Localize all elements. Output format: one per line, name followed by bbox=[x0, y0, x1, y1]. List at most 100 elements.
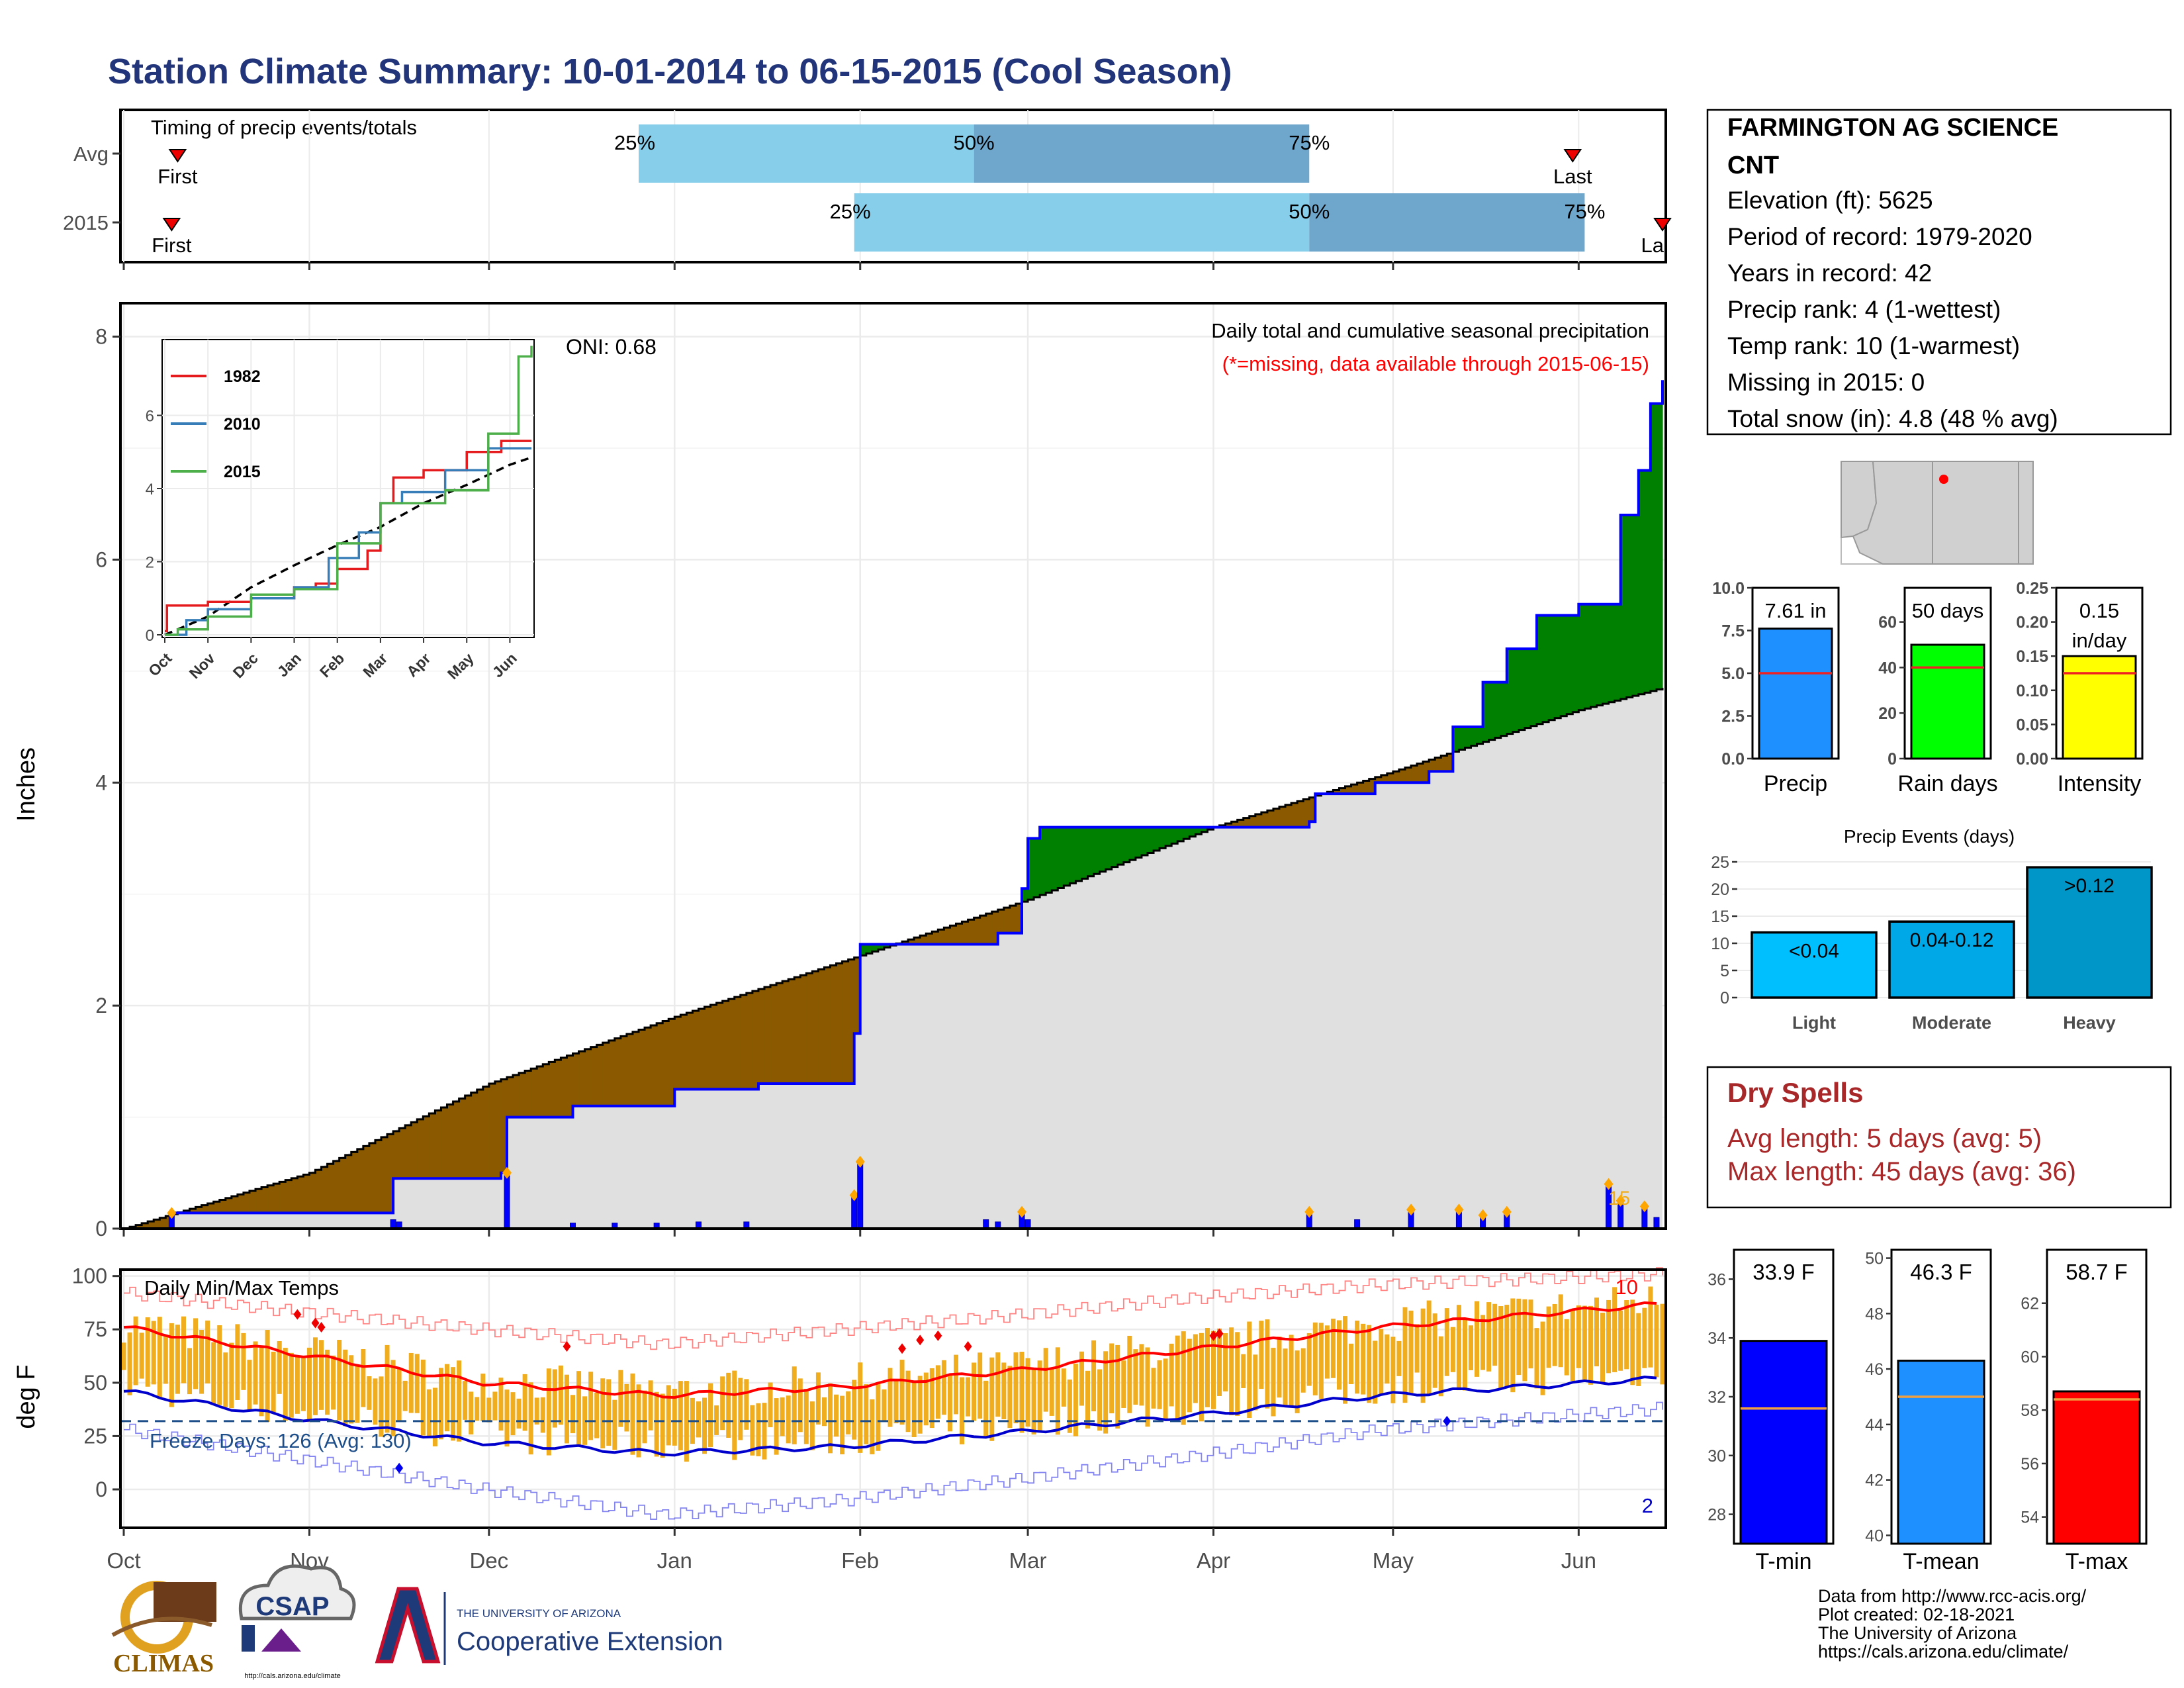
below-normal-fill bbox=[1441, 755, 1447, 772]
below-normal-fill bbox=[327, 1164, 334, 1213]
daily-temp-bar bbox=[786, 1395, 791, 1444]
daily-temp-bar bbox=[1031, 1368, 1036, 1435]
daily-temp-bar bbox=[355, 1366, 360, 1423]
below-normal-fill bbox=[1447, 753, 1453, 772]
below-normal-fill bbox=[1345, 786, 1352, 794]
daily-temp-bar bbox=[1402, 1307, 1408, 1403]
daily-temp-bar bbox=[911, 1382, 917, 1437]
precip-y-axis-label: Inches bbox=[13, 747, 40, 821]
inset-grid bbox=[162, 340, 534, 637]
above-normal-fill bbox=[1201, 827, 1208, 832]
daily-temp-bar bbox=[1318, 1323, 1324, 1399]
daily-temp-bar bbox=[905, 1370, 911, 1432]
daily-temp-bar bbox=[1067, 1380, 1072, 1433]
dry-spells-box: Dry Spells Avg length: 5 days (avg: 5) M… bbox=[1706, 1066, 2172, 1209]
precip-y-tick-label: 8 bbox=[95, 325, 107, 349]
above-normal-fill bbox=[1506, 649, 1514, 734]
below-normal-fill bbox=[255, 1189, 262, 1213]
below-normal-fill bbox=[776, 983, 783, 1084]
daily-temp-bar bbox=[756, 1403, 761, 1456]
daily-temp-bar bbox=[199, 1330, 205, 1394]
mini-chart-y-tick-label: 30 bbox=[1707, 1447, 1726, 1466]
below-normal-fill bbox=[1237, 820, 1244, 827]
above-normal-fill bbox=[1644, 470, 1651, 693]
last-event-marker-icon bbox=[1653, 218, 1672, 232]
inset-y-tick-label: 2 bbox=[146, 554, 154, 572]
below-normal-fill bbox=[608, 1040, 615, 1106]
daily-temp-bar bbox=[1235, 1332, 1240, 1416]
above-normal-fill bbox=[1530, 649, 1537, 726]
daily-temp-bar bbox=[1385, 1334, 1390, 1384]
above-normal-fill bbox=[1614, 604, 1621, 701]
daily-temp-bar bbox=[1109, 1343, 1115, 1414]
daily-temp-bar bbox=[1612, 1287, 1617, 1372]
below-normal-fill bbox=[411, 1122, 418, 1179]
daily-temp-bar bbox=[223, 1352, 228, 1407]
below-normal-fill bbox=[651, 1025, 657, 1106]
below-normal-fill bbox=[1285, 804, 1292, 827]
first-event-marker-icon bbox=[168, 149, 187, 163]
precip-y-tick-label: 4 bbox=[95, 771, 107, 794]
daily-temp-bar bbox=[1133, 1349, 1138, 1405]
daily-temp-bar bbox=[1486, 1302, 1492, 1372]
record-high-marker-icon bbox=[317, 1322, 326, 1333]
daily-temp-bar bbox=[809, 1401, 815, 1450]
below-normal-fill bbox=[309, 1172, 316, 1213]
mini-chart-value-label: 46.3 F bbox=[1910, 1260, 1972, 1284]
station-detail-line: Precip rank: 4 (1-wettest) bbox=[1727, 296, 2001, 323]
daily-temp-bar bbox=[935, 1365, 940, 1419]
mini-chart-y-tick-label: 0.25 bbox=[2016, 579, 2048, 598]
daily-temp-bar bbox=[1199, 1333, 1204, 1422]
below-normal-fill bbox=[429, 1113, 436, 1179]
timing-p25-label: 25% bbox=[614, 131, 655, 154]
below-normal-fill bbox=[932, 931, 938, 945]
daily-temp-bar bbox=[510, 1392, 516, 1436]
above-normal-fill bbox=[1453, 727, 1460, 752]
daily-temp-bar bbox=[630, 1373, 635, 1455]
daily-temp-bar bbox=[1373, 1340, 1378, 1404]
below-normal-fill bbox=[578, 1051, 586, 1106]
above-normal-fill bbox=[1650, 403, 1657, 691]
daily-temp-bar bbox=[606, 1379, 612, 1446]
daily-temp-bar bbox=[893, 1380, 899, 1424]
mini-chart-y-tick-label: 60 bbox=[1878, 614, 1897, 632]
below-normal-fill bbox=[519, 1072, 525, 1117]
daily-temp-bar bbox=[1330, 1319, 1336, 1378]
daily-temp-bar bbox=[451, 1367, 456, 1441]
mini-chart-y-tick-label: 0.05 bbox=[2016, 716, 2048, 734]
daily-temp-bar bbox=[846, 1391, 851, 1434]
daily-temp-bar bbox=[1187, 1338, 1192, 1413]
above-normal-fill bbox=[1069, 827, 1077, 884]
timing-label: Timing of precip events/totals bbox=[151, 116, 417, 139]
mini-chart-y-tick-label: 10.0 bbox=[1712, 579, 1745, 598]
daily-temp-bar bbox=[133, 1316, 138, 1385]
temp-background bbox=[120, 1270, 1666, 1528]
daily-temp-bar bbox=[534, 1397, 539, 1425]
below-normal-fill bbox=[979, 915, 987, 945]
daily-temp-bar bbox=[426, 1389, 432, 1438]
above-normal-fill bbox=[866, 944, 873, 954]
daily-temp-bar bbox=[480, 1374, 486, 1421]
daily-temp-bar bbox=[1013, 1352, 1019, 1424]
timing-row-2015-q1-bar bbox=[854, 193, 1310, 252]
below-normal-fill bbox=[417, 1119, 424, 1179]
below-normal-fill bbox=[303, 1174, 310, 1213]
daily-temp-bar bbox=[834, 1394, 839, 1437]
mini-chart-bar-Rain days bbox=[1910, 643, 1985, 760]
daily-temp-bar bbox=[457, 1360, 462, 1442]
daily-temp-bar bbox=[618, 1370, 623, 1427]
below-normal-fill bbox=[662, 1021, 669, 1106]
climas-logo: CLIMAS bbox=[111, 1581, 216, 1677]
daily-temp-bar bbox=[1115, 1344, 1120, 1429]
below-normal-fill bbox=[297, 1176, 304, 1213]
daily-temp-bar bbox=[815, 1372, 821, 1425]
station-name-line2: CNT bbox=[1727, 152, 1779, 179]
above-normal-fill bbox=[1638, 470, 1645, 694]
daily-temp-bar bbox=[564, 1374, 569, 1444]
daily-temp-bar bbox=[139, 1333, 144, 1379]
below-normal-fill bbox=[543, 1064, 549, 1117]
below-normal-fill bbox=[752, 991, 759, 1090]
below-normal-fill bbox=[698, 1009, 705, 1090]
station-location-dot bbox=[1939, 475, 1948, 484]
mini-chart-bar-T-max bbox=[2052, 1390, 2141, 1545]
